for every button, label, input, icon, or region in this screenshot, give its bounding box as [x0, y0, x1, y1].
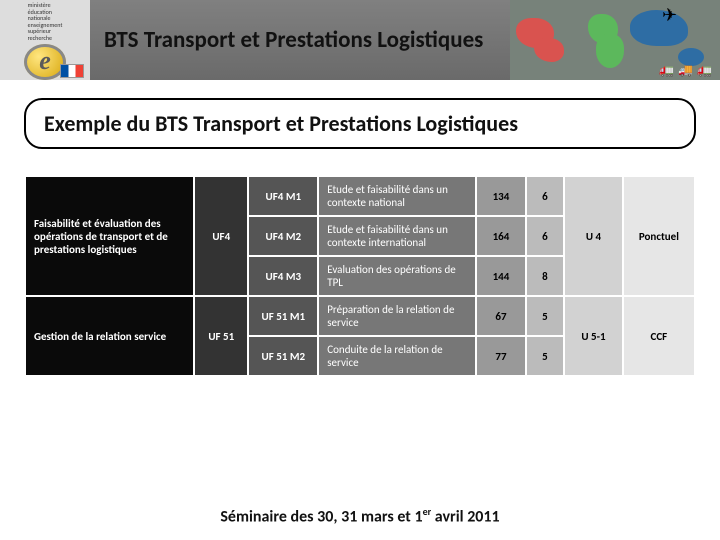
airplane-icon: ✈ [662, 4, 677, 26]
header-bar: ministère éducation nationale enseigneme… [0, 0, 720, 80]
group-rowlabel: Faisabilité et évaluation des opérations… [25, 176, 194, 296]
page-title: BTS Transport et Prestations Logistiques [90, 26, 510, 54]
desc-cell: Etude et faisabilité dans un contexte na… [318, 176, 476, 216]
desc-cell: Conduite de la relation de service [318, 336, 476, 376]
ucode-cell: U 5-1 [564, 296, 623, 376]
num-cell: 77 [476, 336, 526, 376]
france-flag-icon [60, 64, 84, 78]
trucks-icon: 🚛🚚🚛 [659, 63, 716, 78]
desc-cell: Préparation de la relation de service [318, 296, 476, 336]
continent-shape-icon [534, 38, 564, 62]
footer-prefix: Séminaire des 30, 31 mars et 1 [220, 507, 422, 526]
subuf-cell: UF4 M3 [248, 256, 318, 296]
uf-cell: UF 51 [194, 296, 248, 376]
count-cell: 8 [526, 256, 564, 296]
subtitle-box: Exemple du BTS Transport et Prestations … [24, 98, 696, 149]
uf-cell: UF4 [194, 176, 248, 296]
count-cell: 6 [526, 216, 564, 256]
ucode-cell: U 4 [564, 176, 623, 296]
desc-cell: Etude et faisabilité dans un contexte in… [318, 216, 476, 256]
subuf-cell: UF4 M1 [248, 176, 318, 216]
num-cell: 144 [476, 256, 526, 296]
ministry-logo-text: ministère éducation nationale enseigneme… [24, 0, 67, 42]
curriculum-table: Faisabilité et évaluation des opérations… [24, 175, 696, 377]
ptype-cell: CCF [623, 296, 695, 376]
subuf-cell: UF4 M2 [248, 216, 318, 256]
table-row: Gestion de la relation service UF 51 UF … [25, 296, 695, 336]
continent-shape-icon [596, 34, 624, 68]
group-rowlabel: Gestion de la relation service [25, 296, 194, 376]
count-cell: 6 [526, 176, 564, 216]
ministry-logo-block: ministère éducation nationale enseigneme… [0, 0, 90, 80]
num-cell: 67 [476, 296, 526, 336]
continent-shape-icon [630, 10, 688, 46]
num-cell: 134 [476, 176, 526, 216]
count-cell: 5 [526, 296, 564, 336]
table-row: Faisabilité et évaluation des opérations… [25, 176, 695, 216]
content-area: Exemple du BTS Transport et Prestations … [0, 80, 720, 377]
num-cell: 164 [476, 216, 526, 256]
subuf-cell: UF 51 M1 [248, 296, 318, 336]
footer-sup: er [423, 505, 432, 518]
count-cell: 5 [526, 336, 564, 376]
footer-seminar-text: Séminaire des 30, 31 mars et 1er avril 2… [0, 505, 720, 526]
ptype-cell: Ponctuel [623, 176, 695, 296]
desc-cell: Evaluation des opérations de TPL [318, 256, 476, 296]
world-map-graphic: ✈ 🚛🚚🚛 [510, 0, 720, 80]
subuf-cell: UF 51 M2 [248, 336, 318, 376]
footer-suffix: avril 2011 [431, 507, 499, 526]
